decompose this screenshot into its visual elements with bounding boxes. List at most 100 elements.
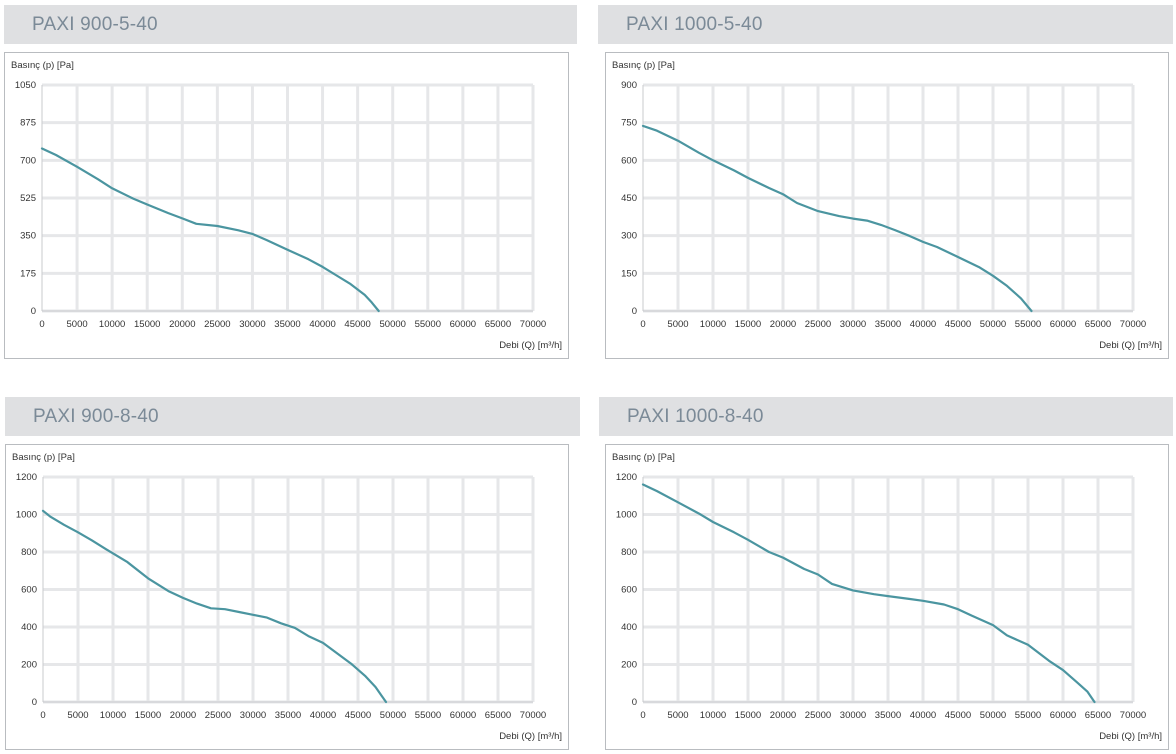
y-tick-label: 150 bbox=[621, 268, 637, 279]
x-tick-label: 50000 bbox=[980, 710, 1006, 721]
y-tick-label: 400 bbox=[621, 622, 637, 633]
x-tick-label: 20000 bbox=[770, 710, 796, 721]
x-tick-label: 5000 bbox=[67, 319, 88, 330]
series-line bbox=[641, 124, 1033, 313]
chart-panel-4: PAXI 1000-8-40 0 200 400 600 800 1000 1200 0 500… bbox=[599, 397, 1173, 750]
chart-title: PAXI 900-5-40 bbox=[32, 14, 158, 35]
x-tick-label: 15000 bbox=[135, 710, 161, 721]
x-tick-label: 55000 bbox=[1015, 710, 1041, 721]
y-tick-label: 0 bbox=[632, 306, 637, 317]
x-tick-label: 20000 bbox=[770, 319, 796, 330]
x-tick-label: 10000 bbox=[99, 319, 125, 330]
y-tick-label: 1200 bbox=[616, 472, 637, 483]
x-tick-label: 55000 bbox=[415, 710, 441, 721]
x-tick-label: 45000 bbox=[344, 319, 370, 330]
x-tick-label: 40000 bbox=[309, 319, 335, 330]
x-tick-label: 35000 bbox=[274, 319, 300, 330]
y-tick-label: 175 bbox=[20, 268, 36, 279]
y-tick-label: 1000 bbox=[616, 510, 637, 521]
x-tick-label: 70000 bbox=[520, 710, 546, 721]
series-line bbox=[641, 483, 1096, 704]
y-axis-label: Basınç (p) [Pa] bbox=[12, 452, 75, 463]
chart-svg: 0 200 400 600 800 1000 1200 0 5000 10000 15000 2000… bbox=[612, 452, 1162, 742]
chart-box: 0 200 400 600 800 1000 1200 0 5000 10000 15000 2000… bbox=[605, 444, 1169, 750]
y-tick-label: 900 bbox=[621, 80, 637, 91]
x-axis-label: Debi (Q) [m³/h] bbox=[1099, 731, 1162, 742]
y-tick-label: 0 bbox=[632, 697, 637, 708]
chart-title-bar: PAXI 900-8-40 bbox=[5, 397, 580, 436]
chart-title: PAXI 1000-5-40 bbox=[626, 14, 763, 35]
x-tick-label: 0 bbox=[640, 710, 645, 721]
x-tick-label: 15000 bbox=[735, 319, 761, 330]
y-tick-label: 800 bbox=[621, 547, 637, 558]
y-tick-label: 750 bbox=[621, 118, 637, 129]
x-tick-label: 50000 bbox=[980, 319, 1006, 330]
x-tick-label: 70000 bbox=[520, 319, 546, 330]
chart-panel-3: PAXI 900-8-40 0 200 400 600 800 1000 1200 0 5000… bbox=[5, 397, 580, 750]
x-tick-label: 30000 bbox=[840, 710, 866, 721]
x-tick-label: 65000 bbox=[1085, 319, 1111, 330]
y-tick-label: 1050 bbox=[15, 80, 36, 91]
x-axis-label: Debi (Q) [m³/h] bbox=[499, 731, 562, 742]
chart-box: 0 175 350 525 700 875 1050 0 5000 10000 15000 20000… bbox=[4, 52, 569, 359]
y-axis-label: Basınç (p) [Pa] bbox=[11, 60, 74, 71]
chart-svg: 0 175 350 525 700 875 1050 0 5000 10000 15000 20000… bbox=[11, 60, 562, 351]
y-tick-label: 0 bbox=[31, 306, 36, 317]
x-tick-label: 65000 bbox=[485, 319, 511, 330]
series-line bbox=[41, 509, 388, 704]
x-tick-label: 25000 bbox=[805, 319, 831, 330]
x-tick-label: 60000 bbox=[1050, 319, 1076, 330]
x-tick-label: 0 bbox=[40, 710, 45, 721]
x-tick-label: 0 bbox=[39, 319, 44, 330]
y-tick-label: 1200 bbox=[16, 472, 37, 483]
y-axis-label: Basınç (p) [Pa] bbox=[612, 452, 675, 463]
x-tick-label: 60000 bbox=[450, 319, 476, 330]
chart-title: PAXI 900-8-40 bbox=[33, 406, 159, 427]
x-tick-label: 15000 bbox=[134, 319, 160, 330]
y-tick-label: 700 bbox=[20, 155, 36, 166]
x-tick-label: 10000 bbox=[700, 710, 726, 721]
x-tick-label: 25000 bbox=[204, 319, 230, 330]
y-tick-label: 1000 bbox=[16, 510, 37, 521]
chart-panel-2: PAXI 1000-5-40 0 150 300 450 600 750 900 0 5000 1… bbox=[598, 5, 1173, 367]
x-tick-label: 40000 bbox=[910, 319, 936, 330]
y-tick-label: 0 bbox=[32, 697, 37, 708]
x-tick-label: 35000 bbox=[875, 710, 901, 721]
x-tick-label: 60000 bbox=[450, 710, 476, 721]
y-tick-label: 525 bbox=[20, 193, 36, 204]
x-tick-label: 30000 bbox=[840, 319, 866, 330]
x-tick-label: 25000 bbox=[205, 710, 231, 721]
y-tick-label: 450 bbox=[621, 193, 637, 204]
x-tick-label: 10000 bbox=[100, 710, 126, 721]
chart-panel-1: PAXI 900-5-40 0 175 350 525 700 875 1050 0 5000 1… bbox=[4, 5, 577, 367]
x-tick-label: 40000 bbox=[310, 710, 336, 721]
chart-box: 0 150 300 450 600 750 900 0 5000 10000 15000 20000 2… bbox=[605, 52, 1169, 359]
x-axis-label: Debi (Q) [m³/h] bbox=[1099, 340, 1162, 351]
chart-title-bar: PAXI 1000-5-40 bbox=[598, 5, 1173, 44]
y-tick-label: 350 bbox=[20, 231, 36, 242]
x-tick-label: 20000 bbox=[169, 319, 195, 330]
x-tick-label: 30000 bbox=[240, 710, 266, 721]
x-tick-label: 10000 bbox=[700, 319, 726, 330]
series-line bbox=[40, 147, 380, 313]
x-tick-label: 70000 bbox=[1120, 319, 1146, 330]
x-tick-label: 60000 bbox=[1050, 710, 1076, 721]
x-tick-label: 65000 bbox=[1085, 710, 1111, 721]
y-axis-label: Basınç (p) [Pa] bbox=[612, 60, 675, 71]
chart-title-bar: PAXI 1000-8-40 bbox=[599, 397, 1173, 436]
x-tick-label: 45000 bbox=[945, 710, 971, 721]
x-tick-label: 50000 bbox=[380, 319, 406, 330]
x-tick-label: 0 bbox=[640, 319, 645, 330]
x-axis-label: Debi (Q) [m³/h] bbox=[499, 340, 562, 351]
chart-title-bar: PAXI 900-5-40 bbox=[4, 5, 577, 44]
x-tick-label: 5000 bbox=[67, 710, 88, 721]
x-tick-label: 25000 bbox=[805, 710, 831, 721]
chart-svg: 0 200 400 600 800 1000 1200 0 5000 10000 15000 2000… bbox=[12, 452, 562, 742]
x-tick-label: 55000 bbox=[415, 319, 441, 330]
x-tick-label: 50000 bbox=[380, 710, 406, 721]
y-tick-label: 200 bbox=[21, 660, 37, 671]
x-tick-label: 40000 bbox=[910, 710, 936, 721]
x-tick-label: 45000 bbox=[945, 319, 971, 330]
chart-svg: 0 150 300 450 600 750 900 0 5000 10000 15000 20000 2… bbox=[612, 60, 1162, 351]
x-tick-label: 35000 bbox=[875, 319, 901, 330]
